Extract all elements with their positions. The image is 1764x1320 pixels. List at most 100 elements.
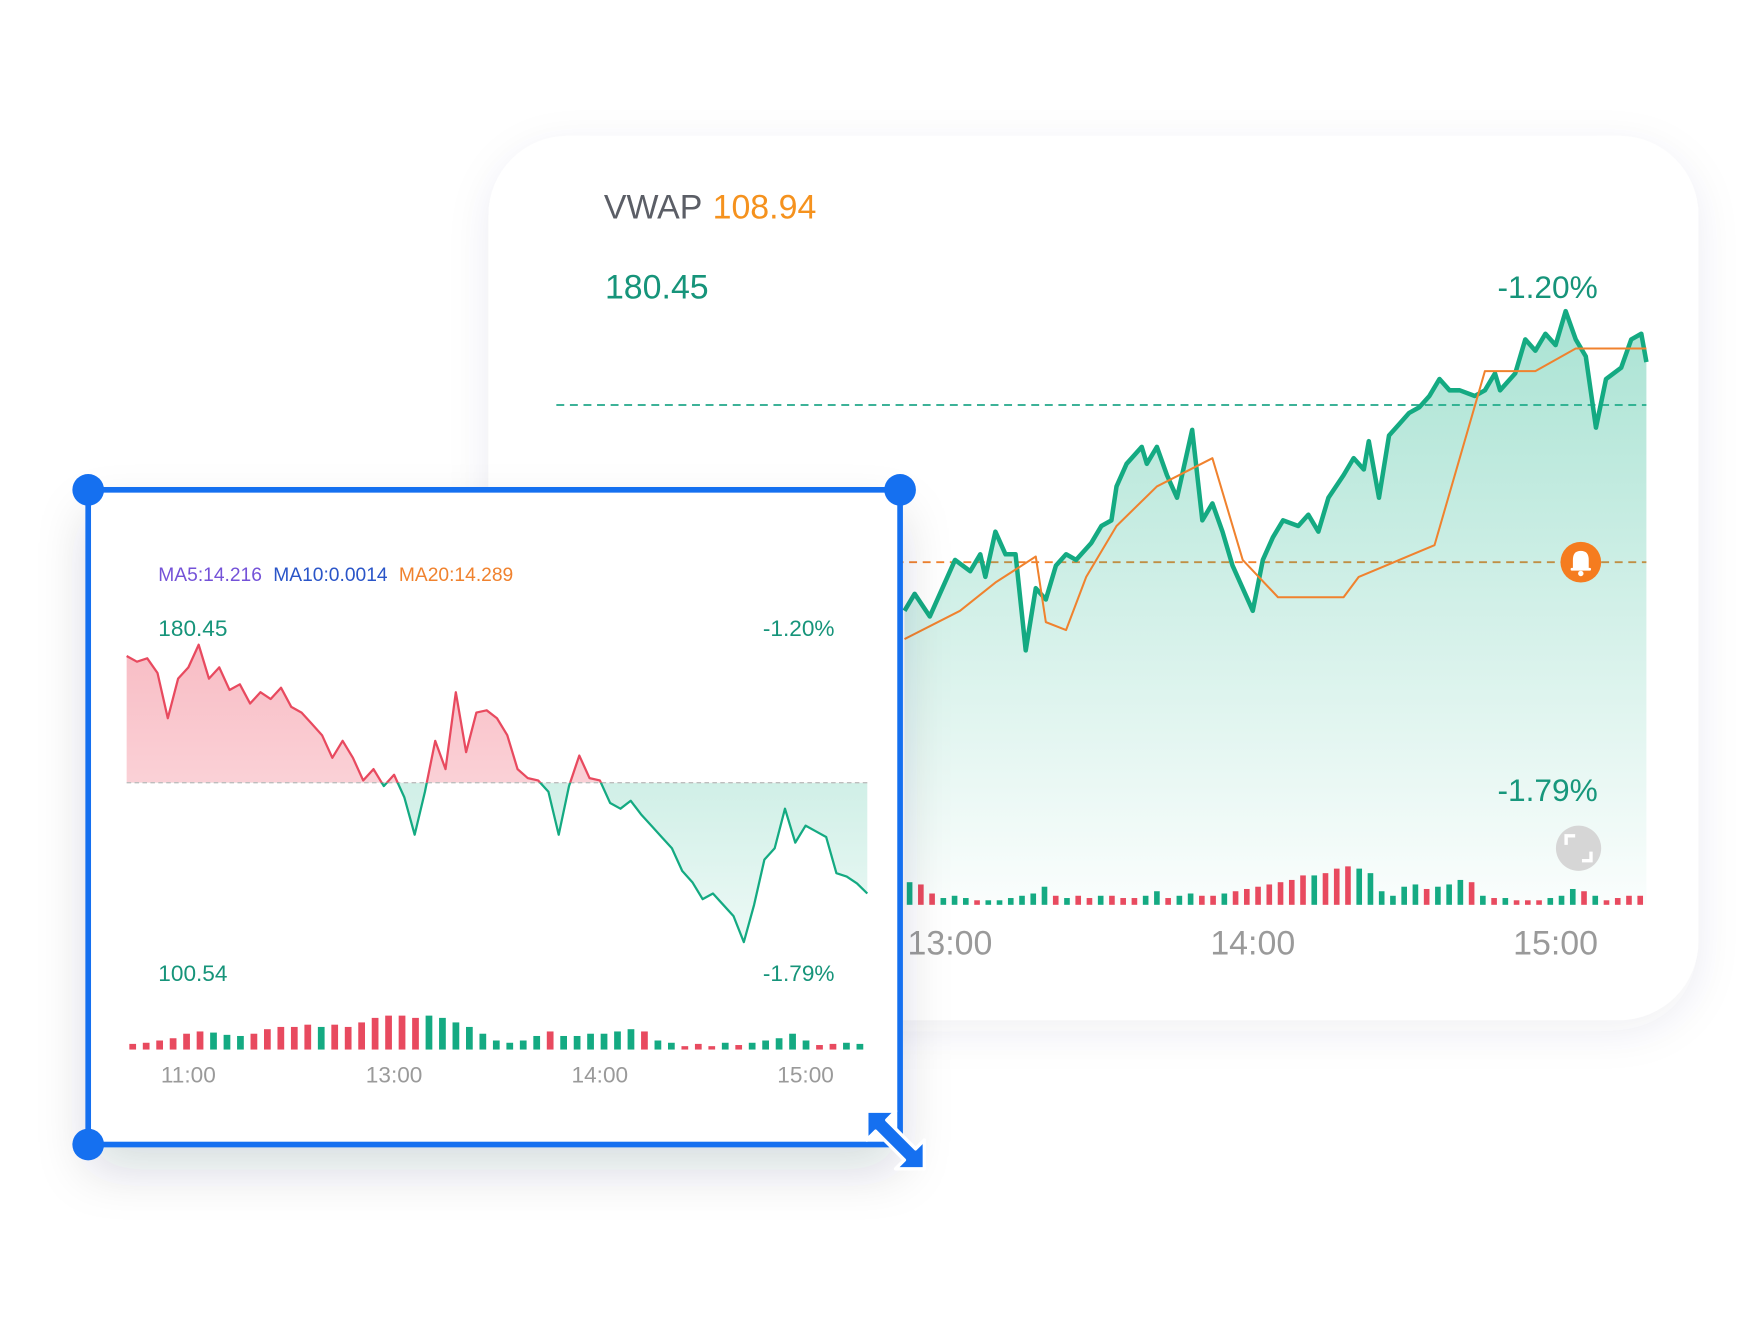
y2-tick-label: -1.79% <box>763 961 835 986</box>
volume-bar <box>667 1042 675 1050</box>
volume-bar <box>1525 900 1531 905</box>
volume-bar <box>1581 891 1587 905</box>
volume-bar <box>1491 898 1497 905</box>
y-tick-label: 100.54 <box>158 961 227 986</box>
volume-bar <box>1199 895 1205 905</box>
volume-bar <box>439 1017 446 1050</box>
volume-bar <box>1558 895 1565 905</box>
volume-bar <box>1446 884 1452 905</box>
fullscreen-button[interactable] <box>1555 825 1602 871</box>
volume-bar <box>304 1024 312 1050</box>
volume-bar <box>789 1033 796 1050</box>
volume-bar <box>560 1035 567 1050</box>
volume-bar <box>1547 898 1554 905</box>
volume-bar <box>492 1040 500 1050</box>
volume-bar <box>614 1031 621 1050</box>
volume-bar <box>1367 873 1374 905</box>
volume-bar <box>843 1042 850 1050</box>
volume-bar <box>1390 895 1396 905</box>
volume-bar <box>654 1040 662 1050</box>
volume-bar <box>1480 895 1486 905</box>
volume-bar <box>546 1031 554 1050</box>
volume-bar <box>1457 879 1464 905</box>
volume-bar <box>1603 900 1610 905</box>
volume-bar <box>1232 891 1239 905</box>
volume-bar <box>1311 875 1318 905</box>
volume-bar <box>1468 882 1475 905</box>
volume-bar <box>1401 886 1407 905</box>
alert-button[interactable] <box>1560 541 1602 583</box>
volume-bar <box>196 1031 204 1050</box>
volume-bar <box>951 895 958 905</box>
volume-bar <box>210 1032 217 1050</box>
volume-bar <box>1333 868 1340 905</box>
gain-area <box>126 644 868 783</box>
volume-bar <box>985 900 992 905</box>
volume-bar <box>156 1040 164 1050</box>
volume-bar <box>587 1033 594 1050</box>
volume-bar <box>641 1031 648 1050</box>
resize-handle[interactable] <box>72 473 105 506</box>
volume-bar <box>762 1040 769 1050</box>
volume-bar <box>142 1042 150 1050</box>
volume-bar <box>1322 873 1329 905</box>
indicator-label: MA10:0.0014 <box>273 565 388 586</box>
vwap-label: VWAP 108.94 <box>604 188 816 226</box>
volume-bar <box>290 1026 298 1050</box>
price-line-up <box>126 643 603 783</box>
volume-bar <box>1626 895 1632 905</box>
volume-bar <box>277 1026 285 1050</box>
volume-bar <box>1187 893 1194 905</box>
volume-bar <box>1019 895 1025 905</box>
volume-bar <box>1007 898 1014 905</box>
x-tick-label: 15:00 <box>777 1063 834 1088</box>
volume-bar <box>344 1026 352 1050</box>
volume-bar <box>1052 895 1059 905</box>
x-tick-label: 15:00 <box>1513 924 1598 962</box>
volume-bar <box>856 1043 864 1050</box>
volume-bar <box>929 893 935 905</box>
volume-bar <box>1086 898 1093 905</box>
volume-bar <box>1165 898 1171 905</box>
volume-bar <box>1075 895 1082 905</box>
volume-bar <box>1041 886 1048 905</box>
volume-bar <box>721 1042 729 1050</box>
volume-bar <box>398 1015 406 1050</box>
volume-bar <box>1378 891 1385 905</box>
volume-bar <box>1423 888 1430 905</box>
volume-bar <box>466 1026 473 1050</box>
x-tick-label: 13:00 <box>366 1063 423 1088</box>
volume-bar <box>1435 886 1441 905</box>
volume-bar <box>1637 895 1644 905</box>
resize-handle[interactable] <box>884 473 916 506</box>
volume-bar <box>708 1046 716 1050</box>
volume-bar <box>237 1035 244 1050</box>
resize-arrow[interactable] <box>852 1097 938 1183</box>
main-chart: VWAP108.94180.45-1.20%-1.79%13:0014:0015… <box>556 188 1649 962</box>
volume-bar <box>223 1034 231 1050</box>
volume-bar <box>519 1040 527 1050</box>
volume-bar <box>1030 893 1037 905</box>
loss-area <box>381 782 868 943</box>
mini-chart: MA5:14.216 MA10:0.0014 MA20:14.289 180.45 10… <box>126 565 869 1088</box>
resize-handle[interactable] <box>72 1128 105 1161</box>
volume-bar <box>479 1033 487 1050</box>
volume-bar <box>996 900 1003 905</box>
vwap-name: VWAP <box>604 188 703 226</box>
volume-bar <box>1097 895 1104 905</box>
volume-bar <box>183 1033 190 1050</box>
indicator-label: MA20:14.289 <box>399 565 513 586</box>
volume-bar <box>1300 875 1306 905</box>
volume-bar <box>1221 893 1228 905</box>
volume-bar <box>317 1026 325 1050</box>
volume-bar <box>169 1038 177 1050</box>
volume-bar <box>600 1033 608 1050</box>
volume-bar <box>1536 900 1542 905</box>
volume-bar <box>331 1024 339 1050</box>
volume-bar <box>1255 886 1261 905</box>
volume-bar <box>573 1035 581 1050</box>
vwap-value: 108.94 <box>713 188 817 226</box>
volume-bar <box>735 1045 743 1050</box>
volume-bar <box>627 1029 635 1050</box>
